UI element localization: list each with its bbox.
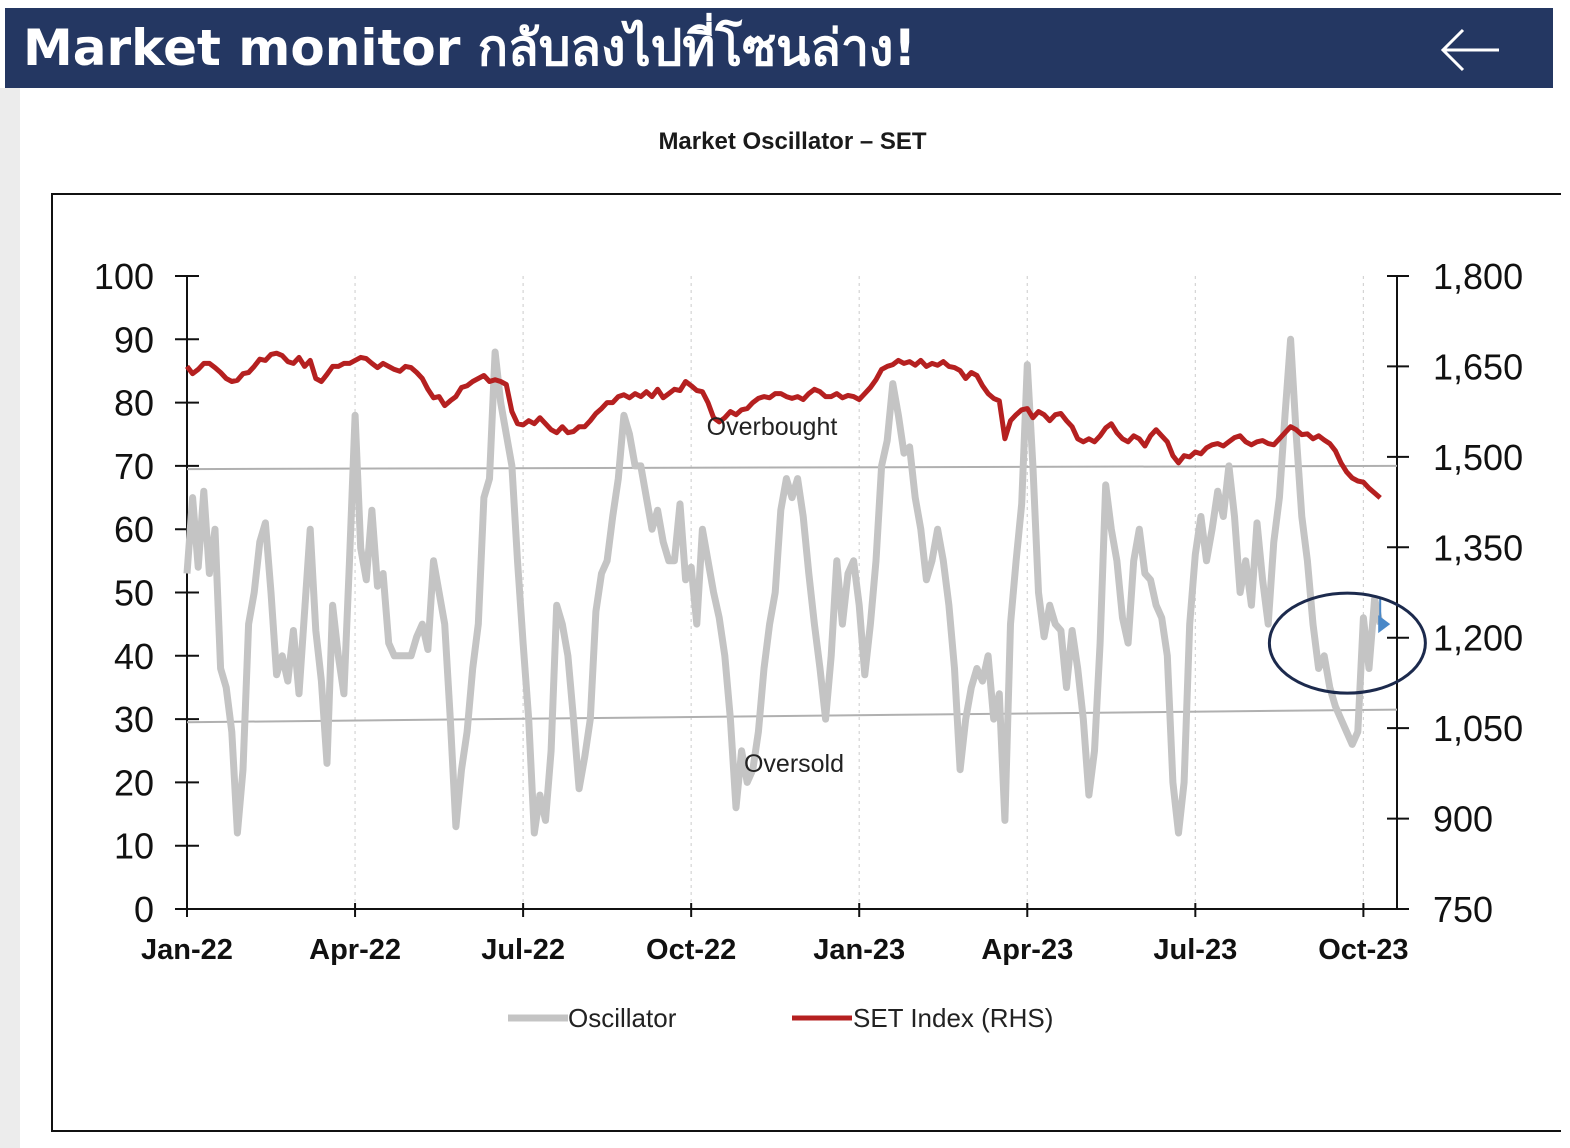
reference-line-oversold bbox=[186, 708, 1398, 724]
left-tick-label: 80 bbox=[114, 383, 154, 424]
oversold-label: Oversold bbox=[744, 750, 844, 778]
oscillator-series-line bbox=[183, 335, 1384, 837]
x-tick-label: Apr-22 bbox=[309, 934, 401, 966]
left-tick-label: 30 bbox=[114, 699, 154, 740]
right-tick-label: 1,800 bbox=[1433, 256, 1523, 297]
reference-line-overbought bbox=[186, 464, 1398, 471]
chart-frame bbox=[51, 193, 1561, 1132]
left-tick-label: 50 bbox=[114, 573, 154, 614]
right-tick-label: 1,200 bbox=[1433, 618, 1523, 659]
x-tick-label: Jan-22 bbox=[141, 934, 233, 966]
right-tick-label: 750 bbox=[1433, 889, 1493, 930]
left-tick-label: 40 bbox=[114, 636, 154, 677]
left-tick-label: 10 bbox=[114, 826, 154, 867]
left-tick-label: 0 bbox=[134, 889, 154, 930]
left-tick-label: 100 bbox=[94, 256, 154, 297]
highlight-circle bbox=[1267, 591, 1427, 695]
arrow-left-icon[interactable] bbox=[1437, 22, 1505, 78]
x-tick-label: Jan-23 bbox=[813, 934, 905, 966]
right-tick-label: 1,050 bbox=[1433, 708, 1523, 749]
x-tick-label: Jul-23 bbox=[1153, 934, 1237, 966]
overbought-label: Overbought bbox=[707, 413, 838, 441]
x-tick-label: Oct-22 bbox=[646, 934, 736, 966]
highlight-marker bbox=[1378, 615, 1391, 634]
left-edge-strip bbox=[0, 88, 20, 1148]
right-tick-label: 1,650 bbox=[1433, 346, 1523, 387]
right-tick-label: 900 bbox=[1433, 799, 1493, 840]
x-tick-label: Jul-22 bbox=[481, 934, 565, 966]
legend-set-index-label: SET Index (RHS) bbox=[853, 1003, 1053, 1033]
set-index-series-line bbox=[185, 350, 1382, 500]
left-tick-label: 60 bbox=[114, 509, 154, 550]
right-tick-label: 1,500 bbox=[1433, 437, 1523, 478]
x-tick-label: Apr-23 bbox=[981, 934, 1073, 966]
header-bar: Market monitor กลับลงไปที่โซนล่าง! bbox=[5, 8, 1553, 88]
x-tick-label: Oct-23 bbox=[1318, 934, 1408, 966]
legend-oscillator-label: Oscillator bbox=[568, 1003, 677, 1033]
left-tick-label: 20 bbox=[114, 762, 154, 803]
right-tick-label: 1,350 bbox=[1433, 527, 1523, 568]
page-title: Market monitor กลับลงไปที่โซนล่าง! bbox=[23, 19, 917, 77]
chart-title: Market Oscillator – SET bbox=[658, 128, 927, 155]
left-tick-label: 90 bbox=[114, 319, 154, 360]
left-tick-label: 70 bbox=[114, 446, 154, 487]
